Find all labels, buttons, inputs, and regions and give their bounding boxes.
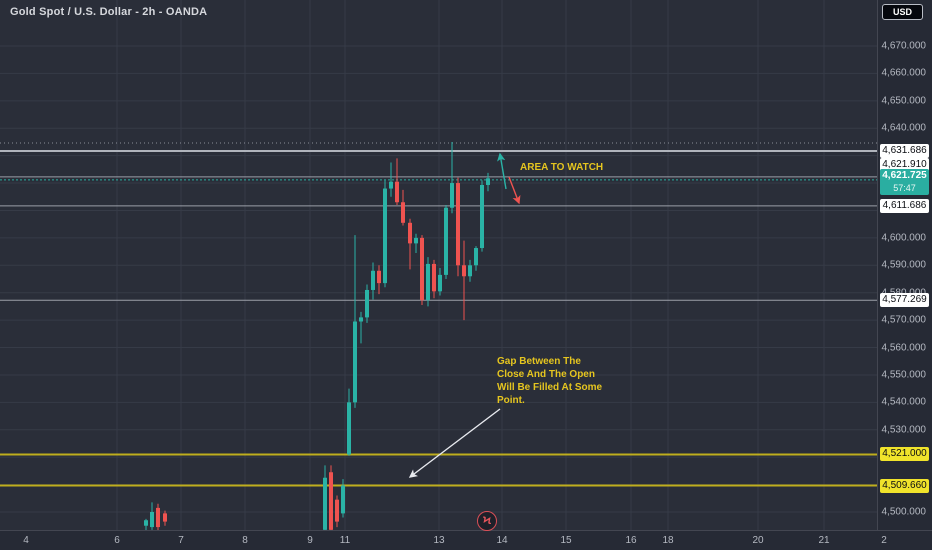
time-tick-label: 2 bbox=[881, 535, 887, 546]
price-tick-label: 4,670.000 bbox=[881, 40, 927, 52]
candle-body bbox=[456, 183, 460, 266]
price-tick-label: 4,590.000 bbox=[881, 259, 927, 271]
candle-body bbox=[480, 184, 484, 249]
candle-body bbox=[462, 265, 466, 277]
price-level-badge: 4,631.686 bbox=[880, 144, 929, 159]
candle-body bbox=[426, 263, 430, 301]
candle-body bbox=[432, 263, 436, 292]
time-tick-label: 13 bbox=[433, 535, 445, 546]
currency-usd-button[interactable]: USD bbox=[881, 4, 923, 20]
gap-note-label[interactable]: Gap Between The Close And The Open Will … bbox=[497, 356, 603, 406]
candle-body bbox=[371, 270, 375, 290]
symbol-title[interactable]: Gold Spot / U.S. Dollar - 2h - OANDA bbox=[10, 6, 208, 18]
candle-body bbox=[341, 485, 345, 514]
candle-body bbox=[163, 513, 167, 522]
price-tick-label: 4,500.000 bbox=[881, 506, 927, 518]
candle-body bbox=[144, 520, 148, 526]
price-tick-label: 4,650.000 bbox=[881, 95, 927, 107]
price-level-badge: 4,509.660 bbox=[880, 478, 929, 493]
candlestick-chart-pane[interactable] bbox=[0, 0, 877, 530]
time-tick-label: 18 bbox=[662, 535, 674, 546]
candle-body bbox=[408, 222, 412, 244]
price-level-badge: 4,621.910 bbox=[880, 157, 929, 172]
candle-body bbox=[444, 207, 448, 275]
candle-body bbox=[323, 477, 327, 530]
time-tick-label: 20 bbox=[752, 535, 764, 546]
price-tick-label: 4,600.000 bbox=[881, 232, 927, 244]
time-tick-label: 9 bbox=[307, 535, 313, 546]
price-tick-label: 4,640.000 bbox=[881, 122, 927, 134]
candle-body bbox=[347, 402, 351, 455]
candle-body bbox=[389, 181, 393, 189]
price-tick-label: 4,530.000 bbox=[881, 424, 927, 436]
candle-body bbox=[401, 202, 405, 223]
candle-body bbox=[359, 317, 363, 322]
time-axis[interactable]: 4 6 7 8 9 11 13 14 15 16 18 20 21 2 bbox=[0, 530, 932, 550]
candle-body bbox=[420, 237, 424, 301]
time-tick-label: 4 bbox=[23, 535, 29, 546]
candle-body bbox=[329, 472, 333, 530]
candle-body bbox=[335, 499, 339, 522]
candle-body bbox=[395, 181, 399, 203]
candle-body bbox=[438, 274, 442, 292]
candle-body bbox=[365, 289, 369, 318]
price-tick-label: 4,570.000 bbox=[881, 314, 927, 326]
time-tick-label: 7 bbox=[178, 535, 184, 546]
price-axis[interactable]: 4,670.000 4,660.000 4,650.000 4,640.000 4,60… bbox=[877, 0, 932, 530]
price-tick-label: 4,660.000 bbox=[881, 67, 927, 79]
candle-body bbox=[450, 183, 454, 208]
time-tick-label: 6 bbox=[114, 535, 120, 546]
event-lightning-icon[interactable]: Ϟ bbox=[477, 511, 497, 531]
lightning-icon: Ϟ bbox=[482, 514, 492, 527]
area-up-arrow[interactable] bbox=[497, 152, 507, 190]
price-tick-label: 4,540.000 bbox=[881, 396, 927, 408]
time-tick-label: 14 bbox=[496, 535, 508, 546]
candle-body bbox=[486, 178, 490, 185]
time-tick-label: 11 bbox=[339, 535, 351, 546]
time-tick-label: 21 bbox=[818, 535, 830, 546]
price-tick-label: 4,550.000 bbox=[881, 369, 927, 381]
area-to-watch-label[interactable]: AREA TO WATCH bbox=[520, 162, 604, 173]
price-level-badge: 4,611.686 bbox=[880, 198, 929, 213]
time-tick-label: 16 bbox=[625, 535, 637, 546]
time-tick-label: 15 bbox=[560, 535, 572, 546]
price-level-badge: 4,577.269 bbox=[880, 293, 929, 308]
gap-fill-arrow[interactable] bbox=[408, 408, 501, 478]
candle-body bbox=[468, 265, 472, 277]
price-tick-label: 4,580.000 bbox=[882, 287, 927, 298]
candle-body bbox=[414, 237, 418, 244]
price-level-badge: 4,521.000 bbox=[880, 447, 929, 462]
candle-body bbox=[383, 188, 387, 284]
current-price-badge: 4,621.725 57:47 bbox=[880, 169, 929, 196]
area-down-arrow[interactable] bbox=[508, 176, 521, 205]
bar-countdown: 57:47 bbox=[893, 183, 916, 194]
candle-body bbox=[156, 507, 160, 528]
candle-body bbox=[377, 270, 381, 284]
price-tick-label: 4,560.000 bbox=[881, 342, 927, 354]
time-tick-label: 8 bbox=[242, 535, 248, 546]
candle-body bbox=[353, 321, 357, 403]
candle-body bbox=[150, 512, 154, 528]
candle-body bbox=[474, 248, 478, 266]
